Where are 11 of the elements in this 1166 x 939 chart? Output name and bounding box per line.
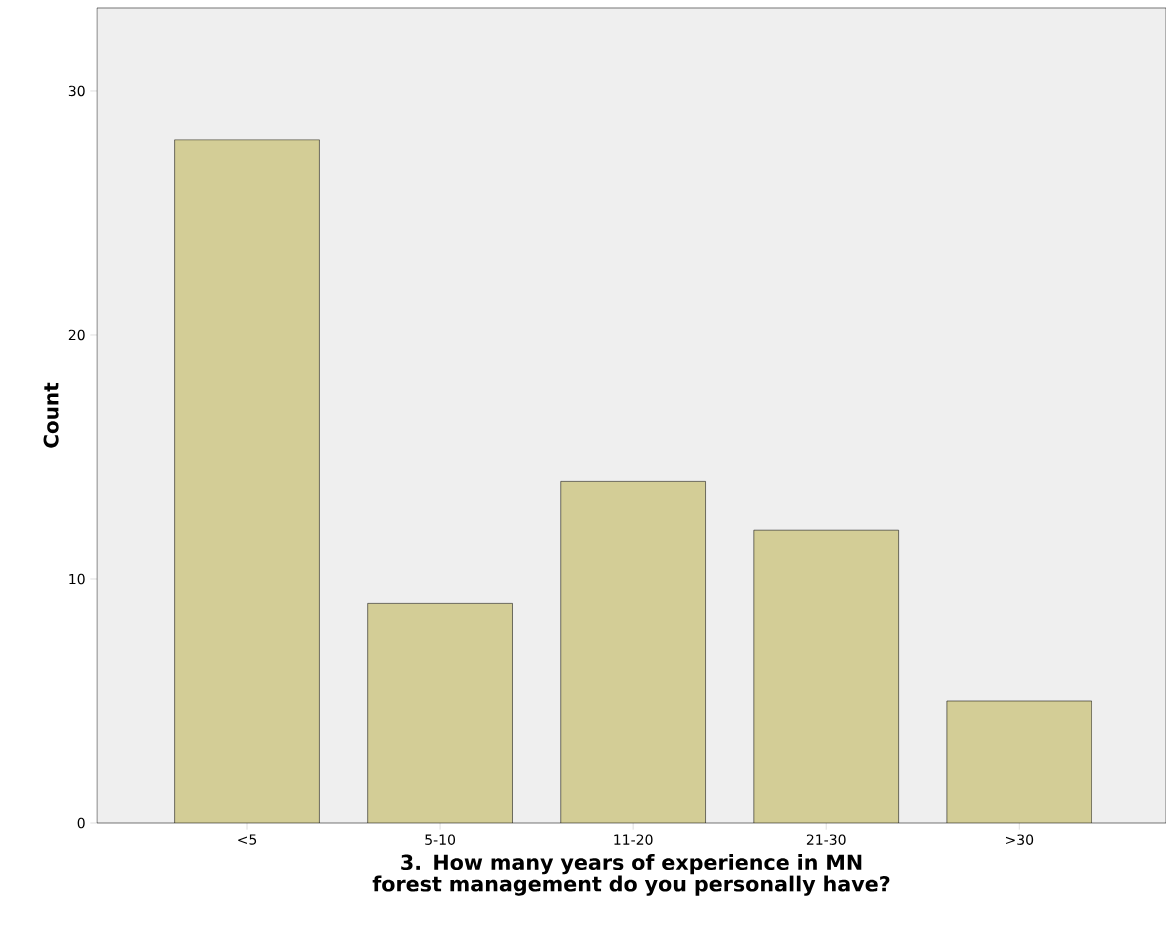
- x-axis-title: 3. How many years of experience in MN forest management do you personally have?: [372, 854, 890, 896]
- x-tick-label: 11-20: [614, 834, 653, 845]
- x-tick-label: >30: [1005, 834, 1034, 845]
- y-tick-label: 10: [69, 573, 85, 585]
- x-tick-label: 5-10: [425, 834, 456, 845]
- y-tick-label: 20: [68, 329, 85, 341]
- x-tick-label: 21-30: [806, 834, 846, 845]
- y-axis-title: Count: [43, 382, 59, 448]
- y-tick-label: 0: [77, 817, 85, 829]
- y-tick-label: 30: [68, 85, 85, 97]
- x-tick-label: <5: [238, 834, 257, 845]
